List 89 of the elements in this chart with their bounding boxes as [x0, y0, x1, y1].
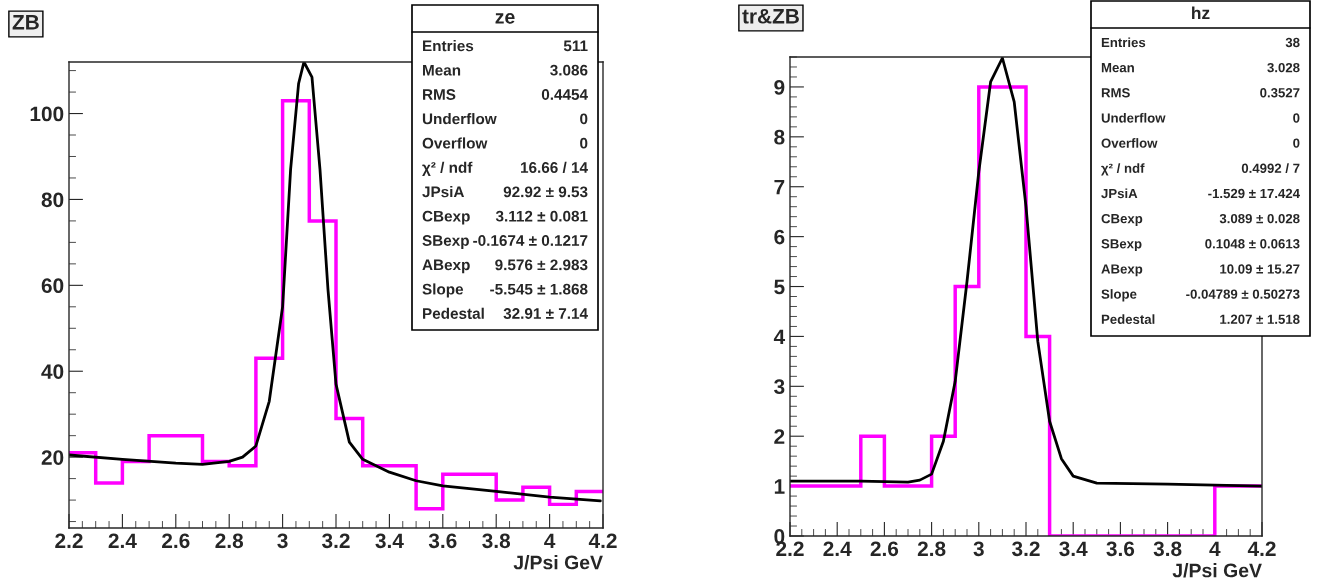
annotation: 1.207 ± 1.518	[1220, 314, 1300, 324]
annotation: -0.1674 ± 0.1217	[473, 235, 588, 246]
y-tick-label: 4	[773, 329, 786, 344]
annotation: 3.086	[550, 64, 588, 76]
text: 38	[1285, 37, 1300, 48]
annotation: χ² / ndf	[422, 161, 473, 176]
x-tick-label: 2.8	[917, 541, 946, 557]
annotation: RMS	[423, 89, 456, 100]
annotation: -5.545 ± 1.868	[490, 283, 588, 295]
annotation: 0	[580, 137, 588, 149]
text: 511	[563, 40, 588, 52]
x-tick-label: 4.2	[588, 533, 617, 548]
text: Entries	[1101, 37, 1146, 48]
y-tick-label: 60	[41, 278, 64, 294]
x-tick-label: 3.2	[322, 533, 350, 549]
annotation: 0.3527	[1260, 88, 1300, 98]
y-tick-label: 7	[774, 179, 785, 195]
annotation: Mean	[423, 64, 461, 76]
annotation: Pedestal	[423, 307, 484, 319]
annotation: 92.92 ± 9.53	[503, 186, 588, 198]
x-tick-label: 4	[544, 533, 556, 548]
annotation: Overflow	[422, 137, 488, 149]
text: 0	[1293, 113, 1300, 123]
x-tick-label: 2.2	[55, 533, 83, 548]
chart-title: ZB	[12, 15, 39, 30]
x-tick-label: 2.6	[162, 533, 190, 549]
annotation: JPsiA	[1101, 188, 1138, 199]
text: hz	[1192, 6, 1210, 19]
y-tick-label: 6	[774, 229, 785, 245]
annotation: 3.089 ± 0.028	[1219, 213, 1300, 224]
x-tick-label: 3.6	[1106, 541, 1135, 557]
annotation: Underflow	[422, 113, 497, 125]
annotation: RMS	[1101, 88, 1130, 98]
x-tick-label: 2.6	[870, 541, 899, 557]
y-tick-label: 5	[774, 279, 785, 295]
x-tick-label: 3	[277, 533, 288, 549]
y-tick-label: 80	[41, 192, 64, 208]
y-tick-label: 2	[774, 429, 785, 444]
annotation: Overflow	[1101, 138, 1158, 148]
x-tick-label: 4.2	[1247, 541, 1276, 556]
annotation: -1.529 ± 17.424	[1208, 188, 1300, 199]
annotation: SBexp	[1101, 239, 1142, 252]
annotation: 0.4454	[541, 89, 588, 100]
y-tick-label: 3	[774, 379, 785, 395]
annotation: 9.576 ± 2.983	[495, 259, 588, 271]
annotation: 0.1048 ± 0.0613	[1205, 239, 1300, 249]
annotation: 32.91 ± 7.14	[503, 308, 588, 319]
x-axis-title: J/Psi GeV	[513, 555, 603, 570]
annotation: ABexp	[422, 259, 470, 274]
annotation: Mean	[1101, 63, 1134, 73]
x-tick-label: 4	[1209, 541, 1221, 556]
x-tick-label: 3.8	[1153, 541, 1182, 557]
y-tick-label: 9	[774, 79, 785, 95]
annotation: CBexp	[1101, 213, 1143, 226]
annotation: JPsiA	[422, 186, 465, 198]
annotation: -0.04789 ± 0.50273	[1186, 289, 1300, 299]
annotation: 0.4992 / 7	[1241, 163, 1300, 174]
x-axis-title: J/Psi GeV	[1172, 563, 1262, 578]
annotation: 10.09 ± 15.27	[1220, 264, 1300, 274]
x-tick-label: 3.6	[428, 533, 457, 549]
y-tick-label: 1	[774, 479, 785, 494]
x-tick-label: 3.4	[1059, 541, 1088, 557]
text: Entries	[423, 40, 474, 52]
y-tick-label: 40	[41, 364, 64, 379]
annotation: CBexp	[422, 210, 470, 225]
x-tick-label: 2.4	[108, 533, 137, 548]
x-tick-label: 3.4	[375, 533, 404, 549]
annotation: Slope	[422, 283, 464, 298]
annotation: Underflow	[1101, 112, 1166, 123]
text: 0	[1293, 138, 1300, 148]
x-tick-label: 3.8	[482, 533, 511, 549]
x-tick-label: 3	[973, 541, 984, 557]
annotation: χ² / ndf	[1101, 163, 1145, 176]
annotation: 0	[580, 113, 588, 125]
text: 3.028	[1267, 62, 1300, 73]
y-tick-label: 20	[41, 450, 64, 465]
annotation: 3.112 ± 0.081	[495, 210, 588, 222]
x-tick-label: 2.4	[823, 541, 852, 556]
annotation: 16.66 / 14	[521, 161, 588, 174]
annotation: ABexp	[1101, 264, 1143, 277]
chart-title: tr&ZB	[742, 8, 799, 24]
y-tick-label: 100	[30, 106, 64, 122]
y-tick-label: 8	[774, 129, 785, 145]
text: ze	[495, 13, 515, 24]
annotation: Pedestal	[1101, 314, 1155, 324]
x-tick-label: 2.8	[215, 533, 244, 549]
annotation: Slope	[1101, 289, 1137, 302]
annotation: SBexp	[422, 235, 469, 249]
x-tick-label: 3.2	[1012, 541, 1040, 557]
